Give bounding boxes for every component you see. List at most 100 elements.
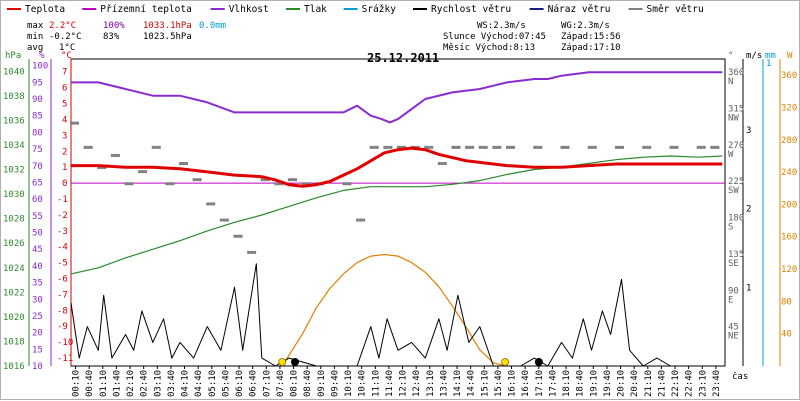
rain-tick: 1 — [766, 59, 771, 69]
wind-direction-point — [710, 145, 714, 149]
temperature-tick: -8 — [57, 306, 68, 316]
time-label: 10:10 — [344, 370, 354, 397]
wind-direction-point — [471, 145, 475, 149]
wind-direction-point — [89, 145, 93, 149]
humidity-tick: 65 — [32, 178, 43, 188]
legend-label: Teplota — [25, 4, 65, 15]
wind-direction-point — [225, 218, 229, 222]
wind-direction-point — [76, 121, 79, 125]
wind-direction-point — [253, 250, 257, 254]
wind-direction-point — [713, 145, 717, 149]
time-label: 08:40 — [303, 370, 313, 397]
humidity-tick: 80 — [32, 128, 43, 138]
time-label: 14:10 — [453, 370, 463, 397]
wind-direction-point — [369, 145, 373, 149]
temperature-tick: -1 — [57, 195, 68, 205]
wind-direction-point — [386, 145, 390, 149]
pressure-tick: 1020 — [3, 313, 25, 323]
time-label: 18:10 — [562, 370, 572, 397]
time-label: 03:10 — [153, 370, 163, 397]
time-label: 06:40 — [249, 370, 259, 397]
wind-direction-point — [492, 145, 496, 149]
temperature-tick: -6 — [57, 275, 68, 285]
wind-direction-point — [375, 145, 379, 149]
wind-direction-point — [138, 170, 142, 174]
time-label: 20:10 — [617, 370, 627, 397]
pressure-tick: 1028 — [3, 215, 25, 225]
wind-direction-point — [536, 145, 540, 149]
info-moonrise: Měsíc Východ:8:13 — [443, 43, 535, 53]
solar-tick: 200 — [781, 200, 797, 210]
wind-direction-point — [356, 218, 360, 222]
time-label: 13:40 — [439, 370, 449, 397]
solar-tick: 120 — [781, 265, 797, 275]
temperature-tick: 3 — [62, 131, 67, 141]
wind-direction-point — [277, 182, 281, 186]
info-wg: WG:2.3m/s — [561, 21, 610, 31]
solar-series-line — [281, 253, 506, 367]
wind-direction-point — [182, 162, 185, 166]
wind-direction-point — [484, 145, 488, 149]
unit-hpa: hPa — [5, 51, 21, 61]
time-label: 23:40 — [712, 370, 722, 397]
wind-direction-point — [566, 145, 570, 149]
unit-time: čas — [732, 371, 748, 382]
pressure-tick: 1016 — [3, 362, 25, 372]
stat-max-label: max — [27, 21, 44, 31]
direction-label: W — [728, 150, 734, 160]
wind-direction-point — [642, 145, 646, 149]
wind-direction-point — [103, 166, 107, 170]
wind-direction-point — [495, 145, 499, 149]
pressure-tick: 1018 — [3, 337, 25, 347]
stat-max-rain: 0.0mm — [199, 21, 226, 31]
wind-direction-point — [509, 145, 512, 149]
legend-label: Srážky — [362, 4, 397, 15]
wind-direction-point — [563, 145, 567, 149]
temperature-tick: 5 — [62, 100, 67, 110]
legend-label: Náraz větru — [548, 4, 611, 15]
wind-direction-point — [86, 145, 90, 149]
wind-direction-point — [539, 145, 543, 149]
wind-direction-point — [247, 250, 251, 254]
wind-direction-point — [440, 162, 444, 166]
info-sunrise: Slunce Východ:07:45 — [443, 32, 546, 42]
wind-direction-point — [239, 234, 243, 238]
wind-direction-point — [113, 153, 117, 157]
wind-direction-point — [165, 182, 169, 186]
wind-direction-point — [478, 145, 482, 149]
wind-direction-point — [195, 178, 199, 182]
temperature-tick: 2 — [62, 147, 67, 157]
temperature-tick: -5 — [57, 259, 68, 269]
temperature-tick: -10 — [57, 338, 73, 348]
wind-direction-point — [73, 121, 76, 125]
wind-direction-point — [171, 182, 175, 186]
wind-direction-point — [716, 145, 720, 149]
wind-direction-point — [512, 145, 515, 149]
wind-direction-point — [100, 166, 104, 170]
pressure-series-line — [70, 155, 723, 275]
wind-direction-point — [179, 162, 182, 166]
temperature-tick: 1 — [62, 163, 67, 173]
wind-direction-point — [696, 145, 700, 149]
wind-direction-point — [274, 182, 278, 186]
humidity-tick: 30 — [32, 295, 43, 305]
wind-direction-point — [206, 202, 210, 206]
time-label: 22:40 — [685, 370, 695, 397]
info-ws: WS:2.3m/s — [477, 21, 526, 31]
humidity-tick: 50 — [32, 229, 43, 239]
time-label: 19:40 — [603, 370, 613, 397]
pressure-tick: 1030 — [3, 190, 25, 200]
wind-direction-point — [468, 145, 472, 149]
time-label: 15:10 — [480, 370, 490, 397]
time-label: 00:40 — [85, 370, 95, 397]
wind-direction-point — [263, 178, 267, 182]
wind-direction-point — [403, 145, 406, 149]
wind-direction-point — [443, 162, 447, 166]
wind-direction-point — [615, 145, 618, 149]
temperature-tick: -9 — [57, 322, 68, 332]
wind-direction-point — [397, 145, 400, 149]
sunset-marker — [501, 358, 509, 366]
wind-direction-point — [451, 145, 455, 149]
time-label: 01:10 — [99, 370, 109, 397]
stat-max-temp: 2.2°C — [49, 21, 76, 31]
